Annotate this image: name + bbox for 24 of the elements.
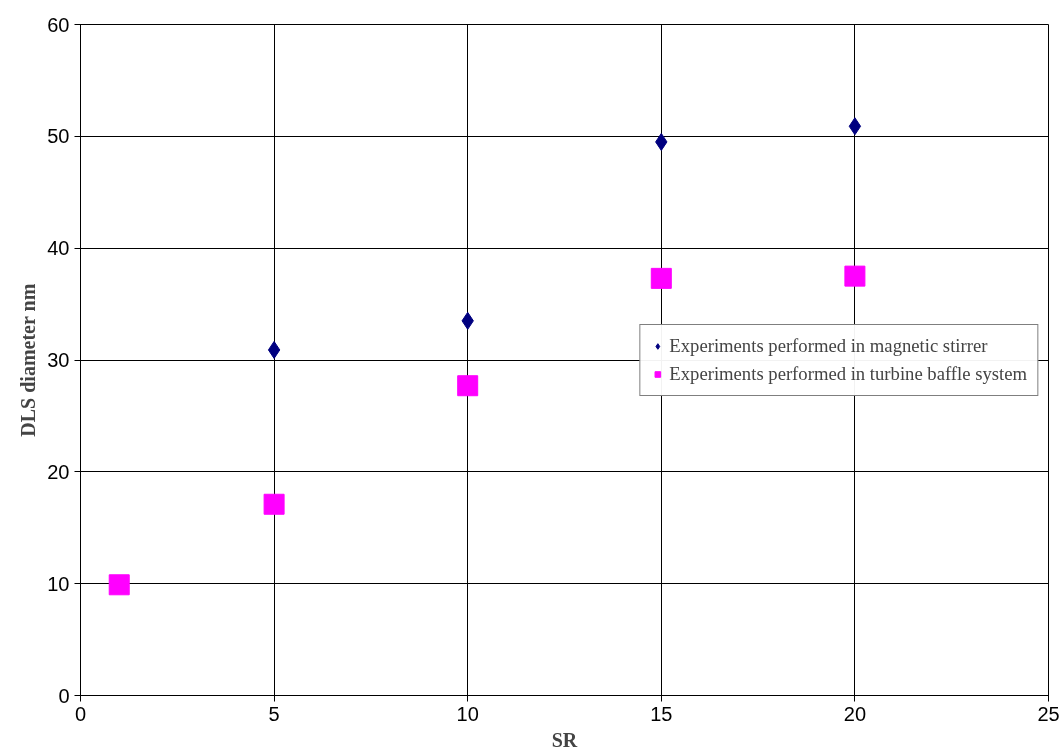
point [108, 574, 130, 596]
point [267, 340, 281, 359]
legend-label: Experiments performed in turbine baffle system [669, 362, 1027, 385]
y-tick-label: 0 [58, 684, 70, 707]
y-tick-label: 60 [47, 13, 70, 36]
point [263, 493, 285, 515]
x-tick-label: 0 [74, 702, 87, 725]
y-axis-title: DLS diameter nm [17, 283, 40, 437]
y-tick-label: 20 [47, 460, 70, 483]
x-tick-label: 20 [843, 702, 867, 725]
y-tick-label: 10 [47, 572, 70, 595]
y-tick-label: 30 [47, 349, 70, 371]
point [650, 267, 672, 289]
legend-label: Experiments performed in magnetic stirrer [669, 334, 988, 357]
x-tick-label: 25 [1037, 702, 1060, 725]
y-tick-label: 50 [47, 125, 70, 148]
x-axis-title: SR [551, 728, 578, 751]
point [844, 265, 866, 287]
point [848, 117, 862, 136]
y-tick-label: 40 [47, 237, 70, 260]
x-tick-label: 10 [456, 702, 479, 725]
x-tick-label: 15 [650, 702, 673, 725]
x-tick-label: 5 [268, 702, 280, 725]
point [457, 375, 479, 397]
